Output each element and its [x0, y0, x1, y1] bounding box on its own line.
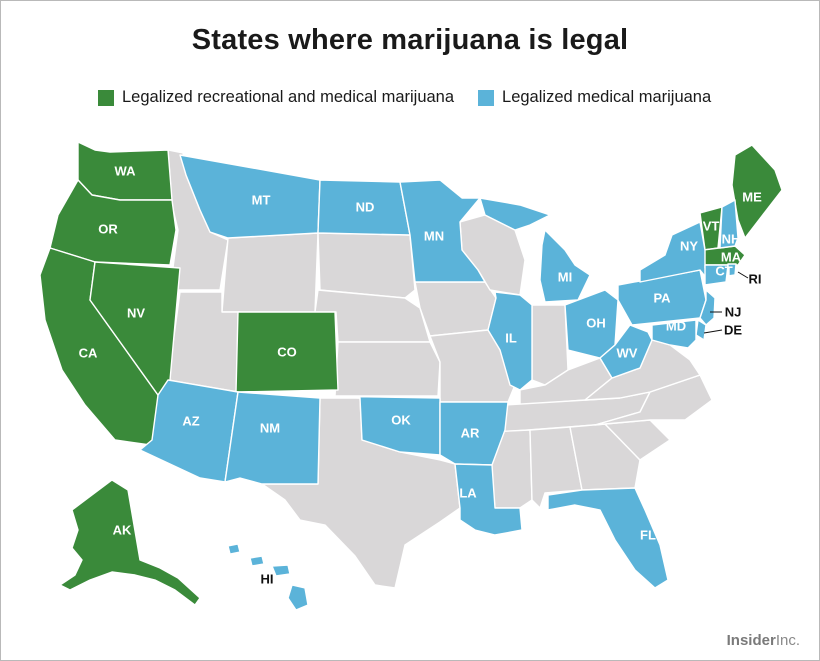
state-md	[651, 319, 697, 349]
brand-name: Insider	[726, 632, 776, 649]
legend-swatch-recreational	[98, 89, 114, 106]
state-il	[487, 291, 533, 391]
leader-ri	[737, 271, 749, 279]
state-mi-up	[479, 197, 551, 231]
leader-lines	[703, 271, 749, 334]
label-de: DE	[724, 322, 742, 337]
legend: Legalized recreational and medical marij…	[98, 88, 735, 107]
label-nh: NH	[722, 231, 741, 246]
label-ct: CT	[715, 263, 732, 278]
label-ma: MA	[721, 249, 742, 264]
state-la	[454, 463, 523, 536]
state-ok	[319, 395, 441, 456]
label-ar: AR	[461, 425, 480, 440]
label-az: AZ	[182, 413, 199, 428]
legend-swatch-medical	[478, 89, 495, 106]
label-mi: MI	[558, 269, 572, 284]
state-nh	[719, 199, 739, 249]
state-hi-big	[287, 584, 309, 611]
label-ok: OK	[391, 412, 411, 427]
state-fl	[547, 487, 669, 589]
label-md: MD	[666, 318, 686, 333]
label-co: CO	[277, 344, 297, 359]
label-nv: NV	[127, 305, 145, 320]
state-co	[235, 311, 339, 393]
label-hi: HI	[261, 571, 274, 586]
states-recreational	[39, 141, 783, 606]
state-ak	[59, 479, 201, 606]
label-vt: VT	[703, 218, 720, 233]
label-mn: MN	[424, 228, 444, 243]
state-or	[49, 179, 177, 266]
state-ia	[414, 281, 497, 337]
label-ny: NY	[680, 238, 698, 253]
label-pa: PA	[653, 290, 671, 305]
label-wv: WV	[617, 345, 638, 360]
label-or: OR	[98, 221, 118, 236]
label-ca: CA	[79, 345, 98, 360]
label-me: ME	[742, 189, 762, 204]
states-medical	[139, 154, 739, 611]
brand-logo: InsiderInc.	[727, 632, 800, 649]
state-hi-oahu	[249, 555, 265, 567]
leader-de	[703, 329, 723, 334]
label-ak: AK	[113, 522, 132, 537]
state-ct	[704, 264, 729, 286]
legend-label-recreational: Legalized recreational and medical marij…	[122, 88, 455, 106]
state-labels: WA OR CA NV CO AK ME VT MA MT ND MN AZ N…	[79, 163, 762, 586]
label-fl: FL	[640, 527, 656, 542]
state-ri	[727, 263, 737, 277]
state-nm	[224, 391, 321, 485]
state-wy	[221, 232, 319, 313]
states-not-legal	[167, 149, 713, 589]
state-mn	[399, 179, 486, 283]
state-me	[731, 144, 783, 239]
state-hi-maui	[271, 564, 291, 577]
brand-suffix: Inc.	[775, 632, 800, 649]
state-nc	[594, 374, 713, 426]
label-il: IL	[505, 330, 517, 345]
label-oh: OH	[586, 315, 606, 330]
state-wv	[599, 324, 653, 379]
label-mt: MT	[252, 192, 271, 207]
label-nd: ND	[356, 199, 375, 214]
label-nm: NM	[260, 420, 280, 435]
legend-item-recreational: Legalized recreational and medical marij…	[98, 88, 454, 107]
state-ks	[334, 341, 441, 397]
legend-item-medical: Legalized medical marijuana	[478, 88, 711, 107]
state-mi	[539, 229, 591, 303]
state-hi-kauai	[227, 543, 241, 555]
label-la: LA	[459, 485, 477, 500]
state-sd	[317, 232, 416, 299]
map-title: States where marijuana is legal	[191, 24, 629, 56]
label-nj: NJ	[725, 304, 742, 319]
label-wa: WA	[115, 163, 137, 178]
label-ri: RI	[749, 271, 762, 286]
legend-label-medical: Legalized medical marijuana	[502, 88, 712, 106]
